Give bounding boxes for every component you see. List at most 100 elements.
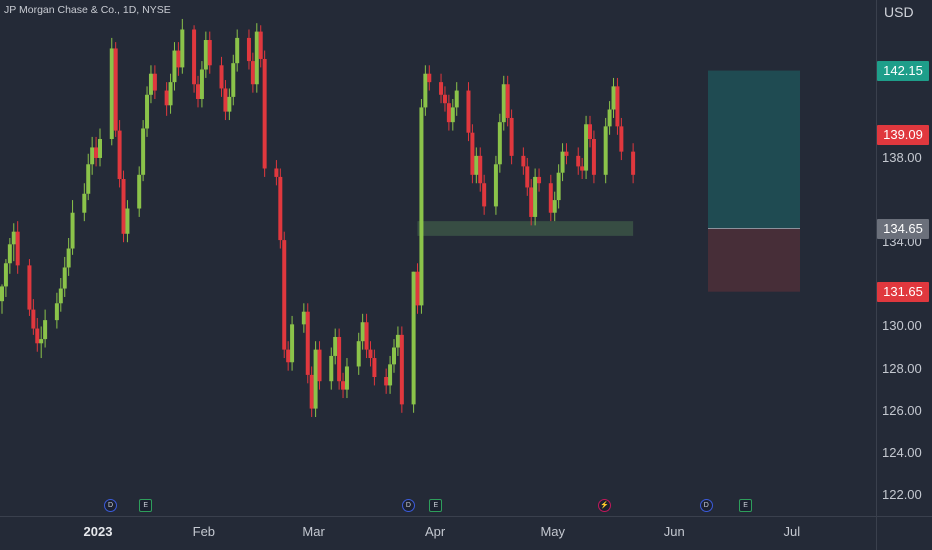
candle-body — [548, 183, 553, 213]
candle-body — [450, 107, 455, 123]
candle-body — [109, 48, 114, 140]
dividend-event-icon[interactable]: D — [104, 499, 117, 512]
time-tick-label: Feb — [192, 524, 216, 539]
candle-body — [576, 155, 581, 167]
price-tick-label: 138.00 — [882, 149, 922, 165]
candle-body — [309, 374, 314, 409]
candle-body — [529, 187, 534, 217]
candle-body — [86, 164, 91, 194]
price-axis-separator — [876, 0, 877, 550]
candle-body — [631, 151, 636, 175]
candle-body — [250, 61, 255, 85]
candle-body — [262, 58, 267, 169]
candle-body — [305, 311, 310, 375]
time-tick-label: 2023 — [83, 524, 113, 539]
price-tick-label: 126.00 — [882, 402, 922, 418]
candle-body — [611, 86, 616, 110]
split-event-icon[interactable]: ⚡ — [597, 499, 611, 512]
candle-body — [317, 349, 322, 382]
candle-body — [556, 172, 561, 201]
candle-body — [607, 109, 612, 127]
candle-body — [90, 147, 95, 165]
time-tick-label: Jul — [783, 524, 801, 539]
position-target-zone — [708, 70, 800, 229]
candle-body — [278, 176, 283, 241]
candle-body — [235, 37, 240, 64]
candle-body — [125, 208, 130, 234]
candle-body — [603, 126, 608, 175]
candle-body — [117, 130, 122, 180]
candle-body — [290, 324, 295, 363]
candle-body — [31, 309, 36, 329]
candle-body — [372, 358, 377, 377]
candle-body — [35, 328, 40, 344]
candle-body — [141, 128, 146, 175]
candle-body — [70, 212, 75, 249]
candle-body — [164, 90, 169, 106]
candle-body — [219, 65, 224, 89]
earnings-event-icon[interactable]: E — [739, 499, 753, 512]
candle-body — [192, 29, 197, 85]
price-badge: 131.65 — [877, 281, 929, 302]
candle-body — [98, 139, 102, 158]
dividend-event-icon[interactable]: D — [699, 499, 713, 512]
candle-body — [588, 124, 592, 140]
candle-body — [356, 341, 361, 367]
price-tick-label: 130.00 — [882, 318, 922, 334]
price-tick-label: 124.00 — [882, 444, 922, 460]
candle-body — [493, 164, 498, 207]
candle-body — [337, 336, 342, 382]
candle-body — [43, 320, 48, 340]
candle-body — [591, 139, 596, 175]
candle-body — [564, 151, 569, 156]
candle-body — [82, 193, 87, 213]
candle-body — [341, 381, 346, 390]
currency-label[interactable]: USD — [884, 4, 914, 20]
candle-body — [423, 73, 428, 108]
candle-body — [419, 107, 424, 306]
candle-body — [584, 124, 589, 171]
candle-body — [199, 69, 204, 99]
candle-body — [27, 265, 32, 310]
candle-body — [282, 240, 287, 350]
candle-body — [39, 339, 44, 344]
earnings-event-icon[interactable]: E — [429, 499, 443, 512]
time-tick-label: Apr — [424, 524, 446, 539]
chart-title: JP Morgan Chase & Co., 1D, NYSE — [4, 4, 171, 16]
candle-body — [329, 355, 334, 382]
dividend-event-icon[interactable]: D — [401, 499, 415, 512]
support-zone — [417, 221, 634, 236]
candle-body — [145, 94, 150, 129]
candle-body — [246, 37, 251, 62]
candle-body — [474, 155, 479, 175]
earnings-event-icon[interactable]: E — [139, 499, 153, 512]
candle-body — [399, 334, 404, 405]
candle-body — [466, 90, 471, 133]
candle-body — [172, 50, 177, 83]
candle-body — [7, 244, 12, 264]
candle-body — [344, 366, 349, 390]
candle-body — [223, 88, 228, 112]
candle-body — [364, 322, 369, 350]
candle-body — [439, 82, 444, 95]
candle-body — [415, 271, 420, 306]
candle-body — [395, 334, 400, 348]
candle-body — [427, 73, 432, 83]
candle-body — [152, 73, 157, 91]
candle-body — [470, 132, 475, 175]
candle-body — [54, 303, 59, 321]
candle-body — [560, 151, 565, 173]
candle-body — [11, 231, 16, 245]
time-tick-label: Mar — [302, 524, 325, 539]
candle-body — [258, 31, 263, 59]
candle-body — [227, 96, 232, 112]
candle-body — [482, 183, 487, 207]
time-tick-label: Jun — [663, 524, 685, 539]
candle-body — [478, 155, 483, 184]
candle-body — [454, 90, 459, 108]
candle-body — [301, 311, 306, 325]
candle-body — [231, 63, 236, 97]
candle-body — [313, 349, 318, 409]
candle-body — [180, 29, 185, 68]
